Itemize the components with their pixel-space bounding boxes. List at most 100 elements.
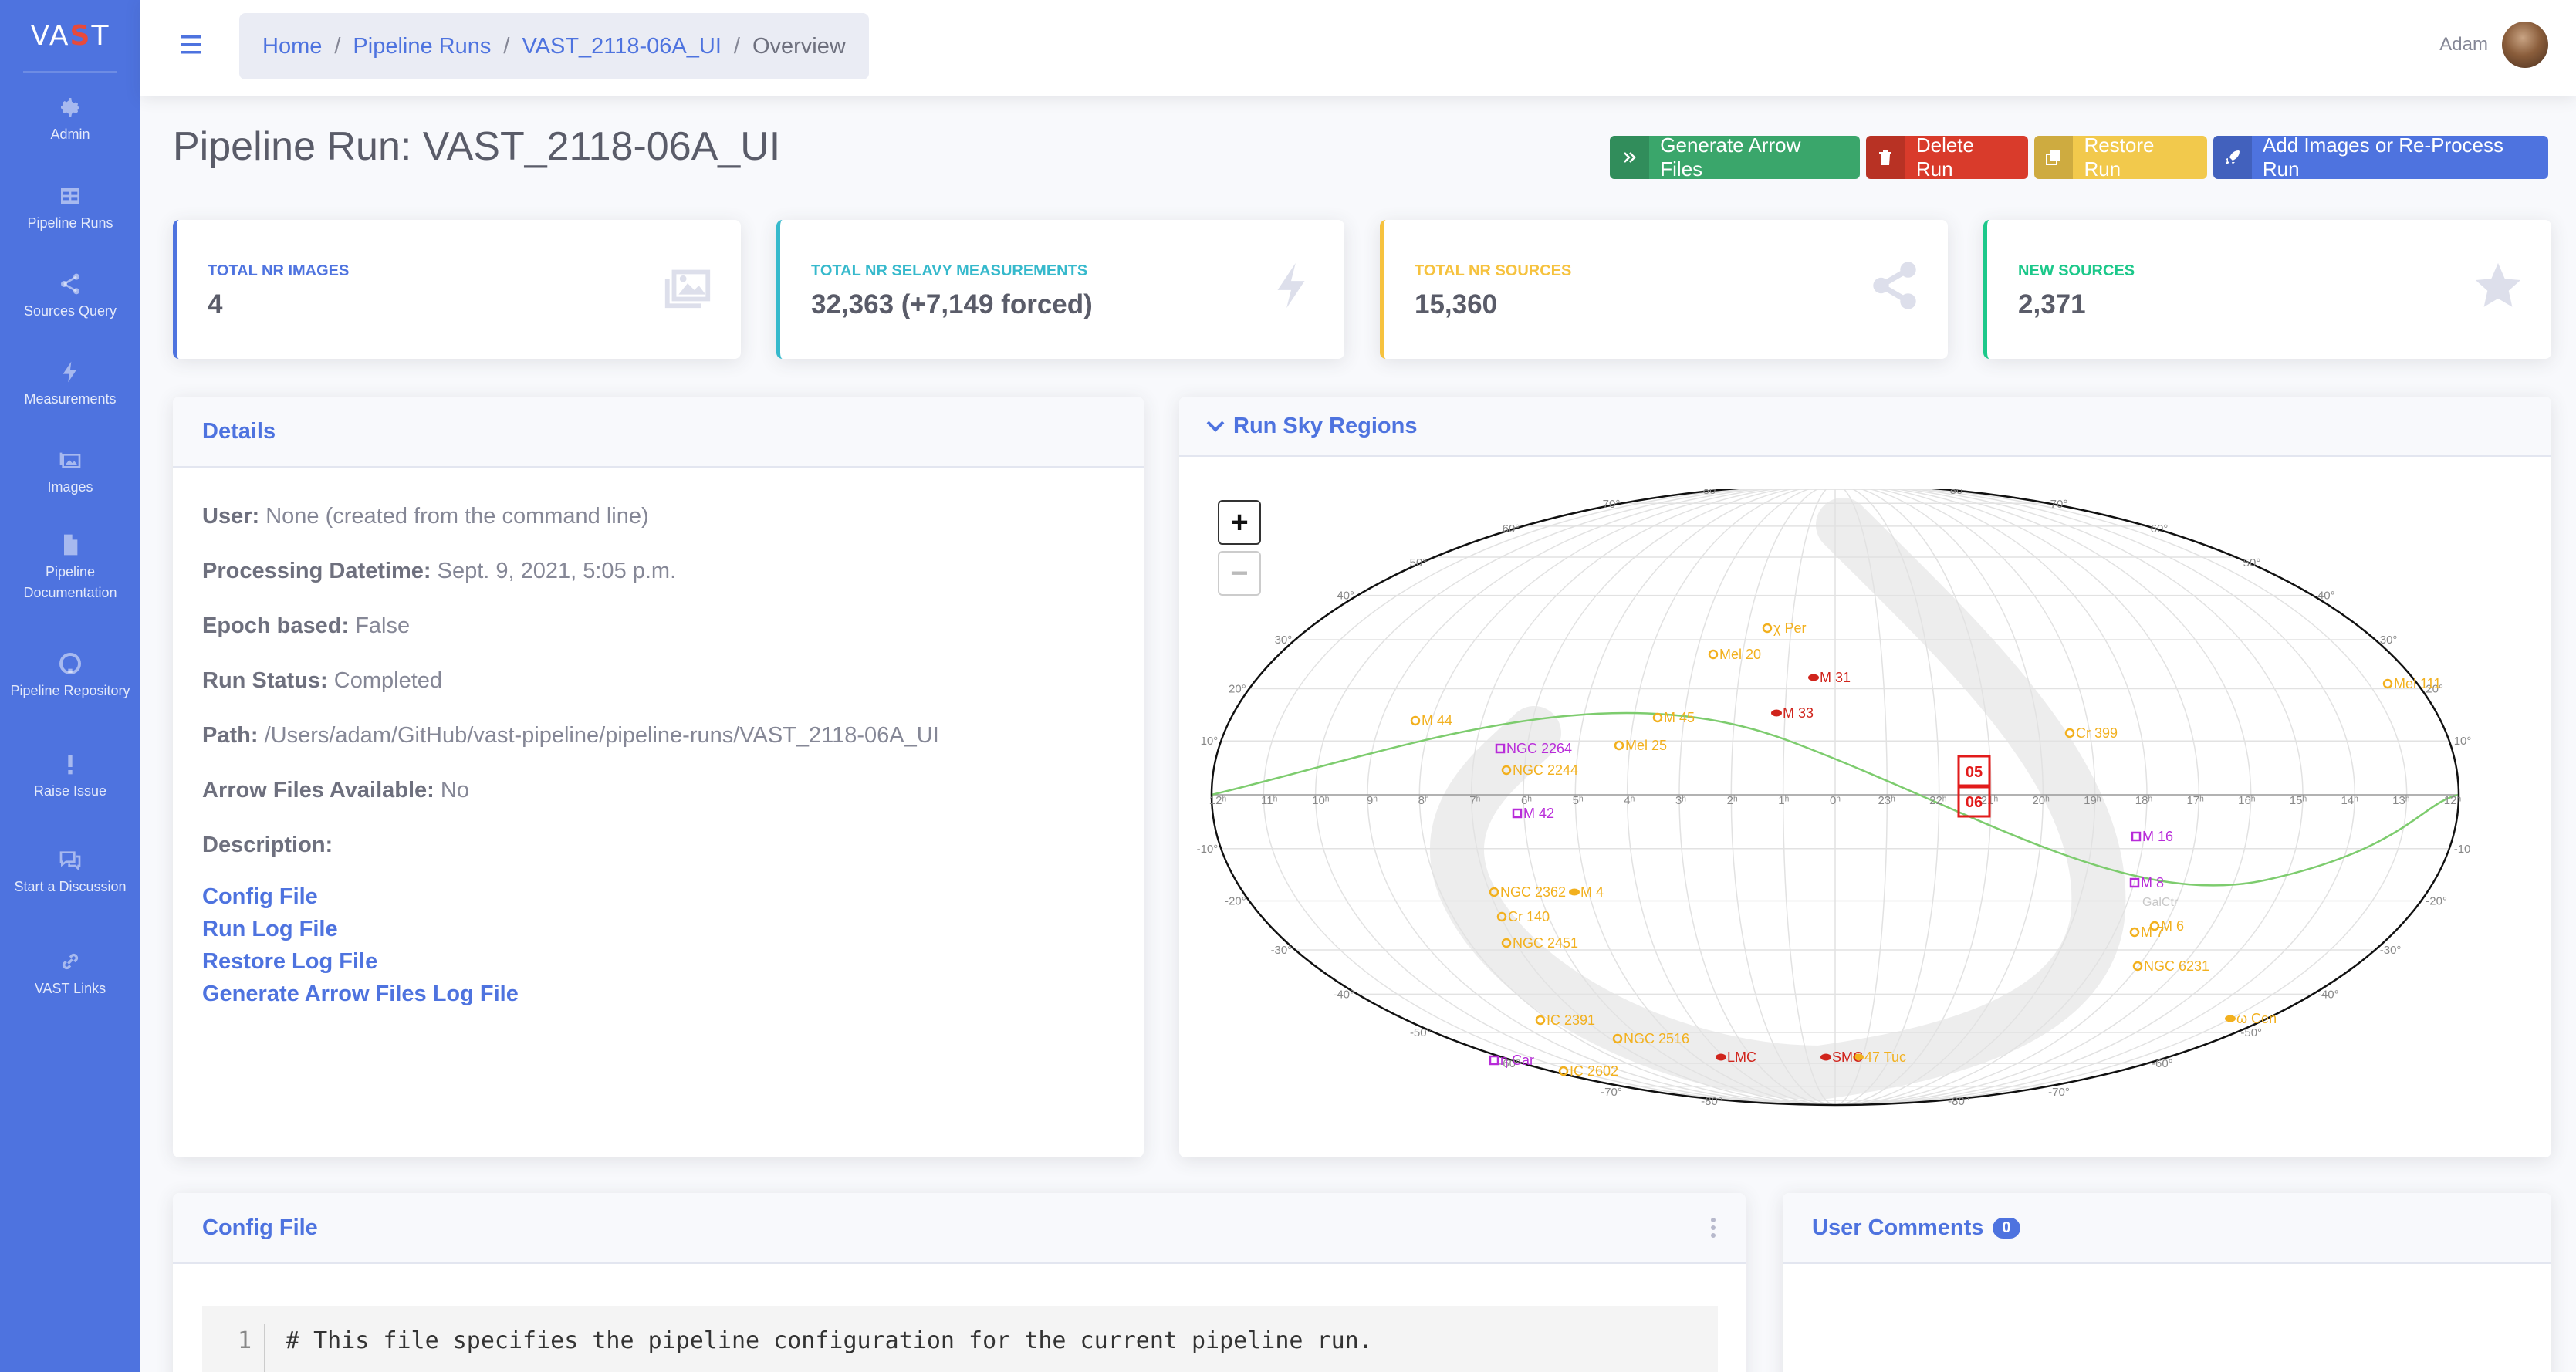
- object-marker: [1558, 1066, 1569, 1076]
- object-label: NGC 2516: [1624, 1031, 1689, 1046]
- object-marker: [2129, 877, 2140, 888]
- object-label: M 33: [1783, 705, 1814, 721]
- config-code-block: 1 # This file specifies the pipeline con…: [202, 1306, 1718, 1372]
- nav-label: Pipeline Runs: [27, 215, 113, 231]
- object-marker: [2132, 961, 2143, 972]
- sidebar-item-pipeline-repository[interactable]: Pipeline Repository: [0, 637, 140, 715]
- dec-label-left: -50°: [1410, 1026, 1432, 1039]
- sidebar-item-images[interactable]: Images: [0, 441, 140, 503]
- dec-label-left: 30°: [1275, 634, 1293, 647]
- object-marker: [1569, 888, 1580, 896]
- object-marker: [1652, 712, 1663, 723]
- sidebar-item-pipeline-runs[interactable]: Pipeline Runs: [0, 177, 140, 239]
- sidebar-item-vast-links[interactable]: VAST Links: [0, 943, 140, 1005]
- user-menu[interactable]: Adam: [2439, 22, 2548, 68]
- object-label: M 44: [1422, 713, 1452, 728]
- detail-description: Description:: [202, 826, 1114, 880]
- stat-card-new-sources: NEW SOURCES 2,371: [1983, 220, 2551, 359]
- dec-label-top: 70°: [1603, 498, 1621, 511]
- breadcrumb-separator: /: [334, 33, 341, 59]
- detail-path: Path: /Users/adam/GitHub/vast-pipeline/p…: [202, 716, 1114, 771]
- file-icon: [64, 534, 78, 556]
- exclamation-icon: [68, 754, 73, 774]
- object-label: NGC 2451: [1513, 935, 1578, 951]
- sidebar-item-pipeline-documentation[interactable]: Pipeline Documentation: [0, 529, 140, 607]
- link-icon: [62, 953, 79, 969]
- object-marker: [1489, 887, 1499, 897]
- nav-label: Sources Query: [23, 302, 117, 319]
- nav-label: Raise Issue: [33, 782, 107, 799]
- generate-arrow-log-link[interactable]: Generate Arrow Files Log File: [202, 982, 519, 1006]
- dec-label-right: -60°: [2152, 1057, 2173, 1070]
- object-marker: [1535, 1015, 1546, 1026]
- sidebar-item-measurements[interactable]: Measurements: [0, 353, 140, 415]
- breadcrumb-pipeline-runs[interactable]: Pipeline Runs: [353, 33, 492, 59]
- sky-outline: [1210, 489, 2460, 1107]
- brand-logo[interactable]: VA S T: [23, 0, 117, 73]
- run-log-file-link[interactable]: Run Log File: [202, 917, 338, 941]
- stat-label: TOTAL NR SOURCES: [1415, 262, 1572, 279]
- object-marker: [1612, 1033, 1623, 1044]
- object-label: η Car: [1500, 1053, 1534, 1068]
- gear-icon: [61, 97, 79, 117]
- vertical-dots-icon[interactable]: [1710, 1217, 1716, 1239]
- images-icon: [664, 269, 711, 309]
- breadcrumb-home[interactable]: Home: [262, 33, 323, 59]
- config-file-link[interactable]: Config File: [202, 884, 318, 909]
- restore-log-file-link[interactable]: Restore Log File: [202, 949, 378, 974]
- detail-label: Processing Datetime:: [202, 559, 431, 583]
- dec-label-left: -20°: [1225, 894, 1246, 907]
- bolt-icon: [63, 361, 76, 382]
- sky-regions-header[interactable]: Run Sky Regions: [1179, 397, 2551, 457]
- brand-accent: S: [69, 19, 92, 52]
- detail-status: Run Status: Completed: [202, 661, 1114, 716]
- code-line: # This file specifies the pipeline confi…: [286, 1327, 1373, 1354]
- comments-title: User Comments: [1812, 1215, 1984, 1240]
- brand-text: VA: [30, 19, 70, 52]
- detail-epoch: Epoch based: False: [202, 607, 1114, 661]
- hamburger-menu-icon[interactable]: [181, 34, 204, 56]
- dec-label-top: 60°: [2151, 522, 2169, 536]
- add-images-button[interactable]: Add Images or Re-Process Run: [2213, 136, 2548, 179]
- object-label: NGC 2362: [1500, 884, 1566, 900]
- bolt-icon: [1277, 262, 1305, 309]
- detail-label: Arrow Files Available:: [202, 778, 434, 803]
- delete-run-button[interactable]: Delete Run: [1866, 136, 2028, 179]
- detail-value: False: [355, 613, 411, 638]
- dec-label-bottom: -80°: [1701, 1095, 1722, 1108]
- sky-map[interactable]: 12ʰ 11ʰ 10ʰ 9ʰ 8ʰ 7ʰ 6ʰ 5ʰ 4ʰ 3ʰ 2ʰ 1ʰ 0ʰ 23ʰ 22ʰ 21ʰ 20…: [1179, 489, 2491, 1153]
- object-marker: [1489, 1055, 1499, 1066]
- region-box: [1957, 755, 1991, 789]
- breadcrumb-run[interactable]: VAST_2118-06A_UI: [522, 33, 722, 59]
- dec-label-top: 50°: [2243, 556, 2261, 569]
- detail-datetime: Processing Datetime: Sept. 9, 2021, 5:05…: [202, 552, 1114, 607]
- dec-label-bottom: -70°: [2048, 1086, 2070, 1099]
- comments-header: User Comments 0: [1783, 1193, 2551, 1264]
- sidebar-item-start-discussion[interactable]: Start a Discussion: [0, 833, 140, 911]
- object-marker: [1771, 709, 1782, 717]
- nav-label: Admin: [50, 126, 90, 142]
- dec-label-top: 50°: [1410, 556, 1428, 569]
- object-marker: [1853, 1053, 1864, 1061]
- sidebar-item-admin[interactable]: Admin: [0, 89, 140, 150]
- generate-arrow-files-button[interactable]: Generate Arrow Files: [1610, 136, 1860, 179]
- zoom-out-button[interactable]: −: [1218, 551, 1261, 596]
- region-label: 05: [1966, 764, 1983, 781]
- zoom-in-button[interactable]: +: [1218, 500, 1261, 545]
- object-marker: [1496, 911, 1507, 922]
- sidebar-item-sources-query[interactable]: Sources Query: [0, 265, 140, 327]
- dec-label-top: 60°: [1503, 522, 1520, 536]
- sidebar-item-raise-issue[interactable]: Raise Issue: [0, 745, 140, 807]
- trash-icon: [1866, 136, 1905, 179]
- ecliptic-line: [1211, 711, 2459, 887]
- nav-label: Images: [47, 478, 93, 495]
- stat-card-total-sources: TOTAL NR SOURCES 15,360: [1380, 220, 1948, 359]
- restore-run-button[interactable]: Restore Run: [2034, 136, 2207, 179]
- ra-label: 13ʰ: [2392, 794, 2410, 807]
- sky-title: Run Sky Regions: [1233, 413, 1418, 438]
- ra-label: 5ʰ: [1573, 794, 1584, 807]
- config-title: Config File: [202, 1215, 318, 1240]
- object-marker: [1762, 623, 1773, 634]
- dec-label-right: -30°: [2380, 944, 2402, 957]
- detail-value: Sept. 9, 2021, 5:05 p.m.: [437, 559, 677, 583]
